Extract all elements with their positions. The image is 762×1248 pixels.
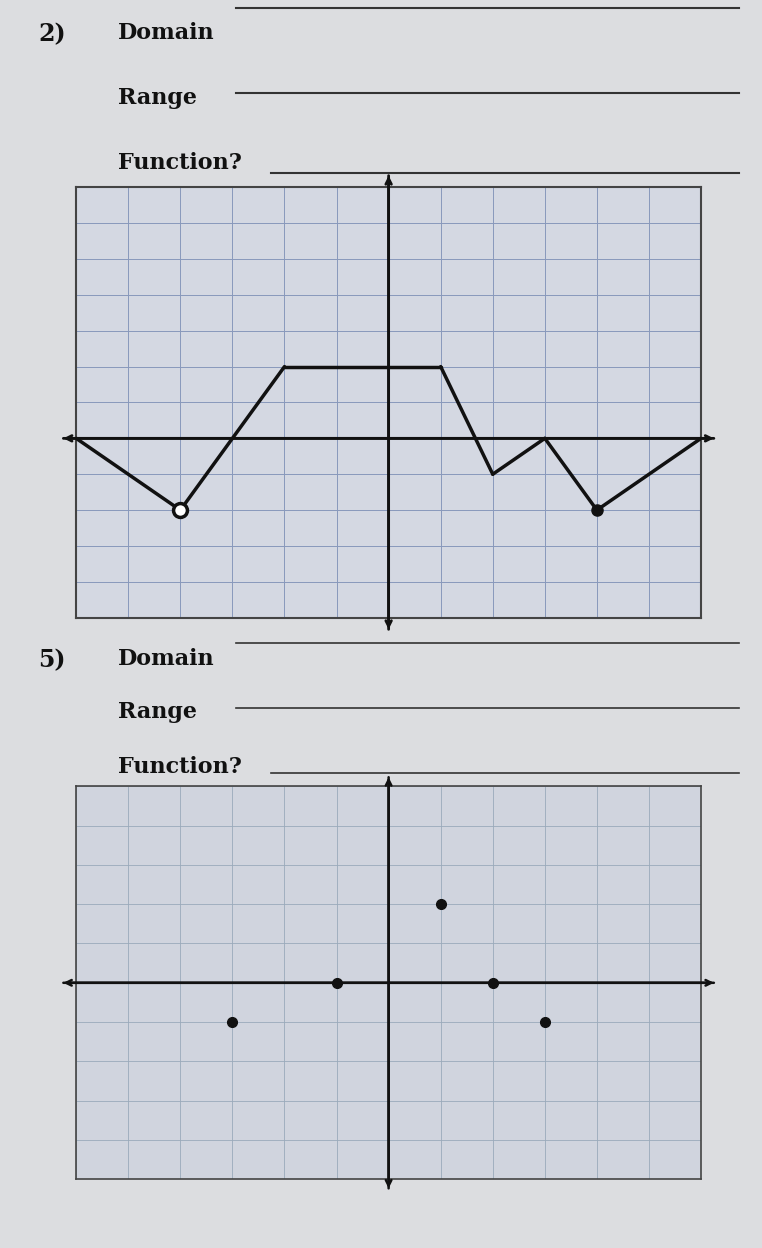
Text: Domain: Domain	[118, 648, 215, 670]
Text: 5): 5)	[38, 648, 66, 671]
Text: Function?: Function?	[118, 152, 242, 173]
Text: Function?: Function?	[118, 755, 242, 778]
Text: 2): 2)	[38, 21, 66, 46]
Text: Range: Range	[118, 701, 197, 723]
Text: Range: Range	[118, 87, 197, 109]
Text: Domain: Domain	[118, 21, 215, 44]
